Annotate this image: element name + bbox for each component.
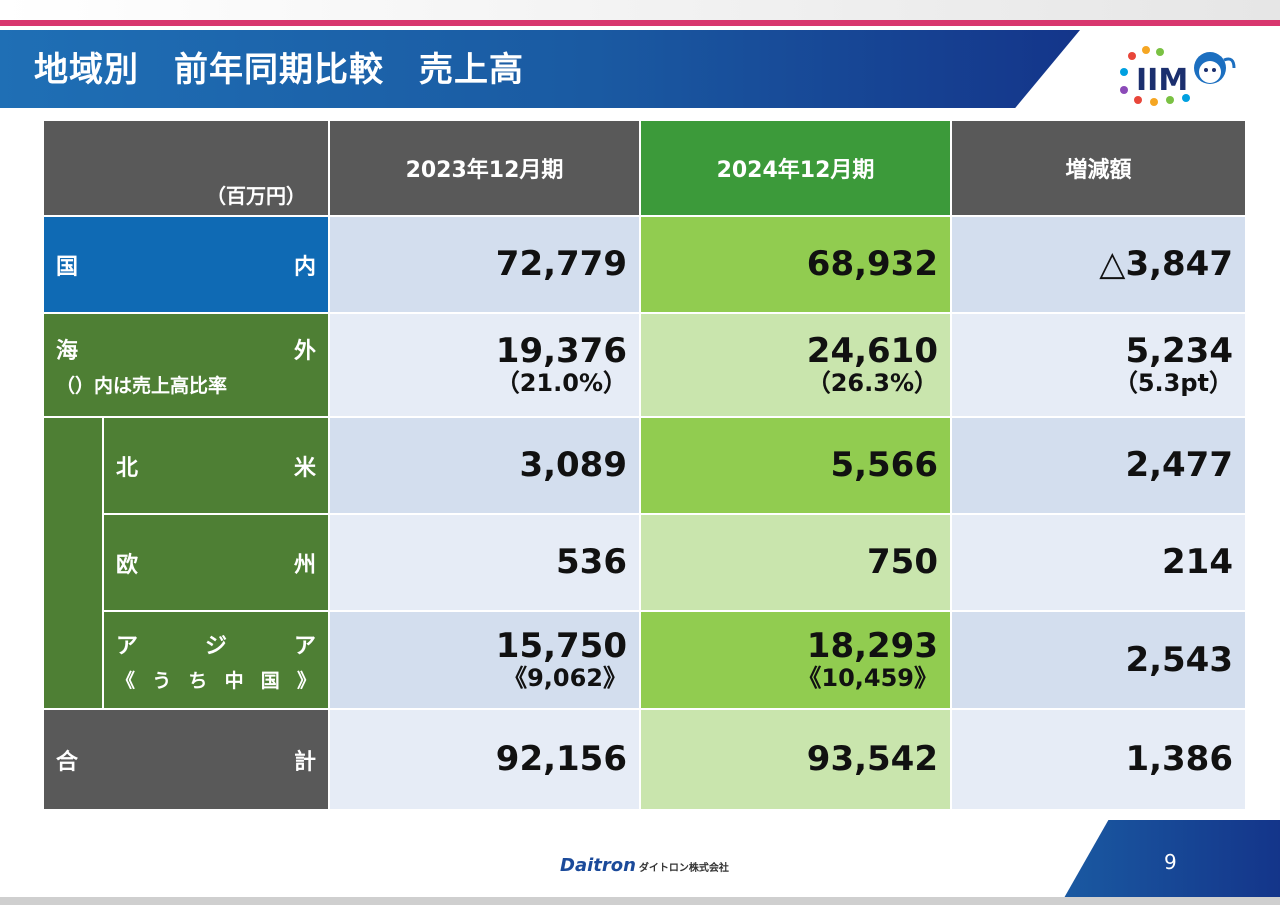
north-america-2023-value: 3,089	[328, 416, 641, 515]
row-label-overseas: 海外 （）内は売上高比率	[42, 312, 330, 418]
row-europe: 欧州 536 750 214	[43, 513, 1247, 612]
company-logo: Daitron ダイトロン株式会社	[560, 855, 729, 876]
overseas-ratio-note: （）内は売上高比率	[56, 374, 228, 397]
row-label-total: 合計	[42, 708, 330, 811]
overseas-2023-value: 19,376 （21.0%）	[328, 312, 641, 418]
total-2023-value: 92,156	[328, 708, 641, 811]
row-label-domestic: 国内	[42, 215, 330, 314]
europe-2023-value: 536	[328, 513, 641, 612]
asia-2024-value: 18,293 《10,459》	[639, 610, 952, 710]
row-label-asia: アジア 《うち中国》	[102, 610, 330, 710]
unit-label: （百万円）	[206, 184, 306, 208]
overseas-2024-value: 24,610 （26.3%）	[639, 312, 952, 418]
row-label-europe: 欧州	[102, 513, 330, 612]
bottom-gray-band	[0, 897, 1280, 905]
overseas-2024-ratio: （26.3%）	[806, 369, 938, 398]
row-north-america: 北米 3,089 5,566 2,477	[42, 416, 1247, 710]
total-2024-value: 93,542	[639, 708, 952, 811]
domestic-2023-value: 72,779	[328, 215, 641, 314]
table-header-row: （百万円） 2023年12月期 2024年12月期 増減額	[42, 119, 1247, 217]
asia-diff-value: 2,543	[950, 610, 1247, 710]
europe-diff-value: 214	[950, 513, 1247, 612]
row-label-north-america: 北米	[102, 416, 330, 515]
regional-sales-table: （百万円） 2023年12月期 2024年12月期 増減額 国内 72,779 …	[42, 119, 1247, 811]
total-diff-value: 1,386	[950, 708, 1247, 811]
asia-2023-value: 15,750 《9,062》	[328, 610, 641, 710]
top-gray-band	[0, 0, 1280, 20]
overseas-group-spacer	[42, 416, 104, 710]
asia-china-note: 《うち中国》	[116, 669, 316, 692]
unit-header-cell: （百万円）	[42, 119, 330, 217]
row-domestic: 国内 72,779 68,932 △3,847	[42, 215, 1247, 314]
row-overseas: 海外 （）内は売上高比率 19,376 （21.0%） 24,610 （26.3…	[42, 312, 1247, 418]
asia-2024-china: 《10,459》	[797, 664, 938, 693]
north-america-diff-value: 2,477	[950, 416, 1247, 515]
page-title: 地域別 前年同期比較 売上高	[34, 50, 524, 90]
svg-text:IIM: IIM	[1136, 63, 1188, 98]
header-bar	[0, 30, 1080, 108]
domestic-diff-value: △3,847	[950, 215, 1247, 314]
overseas-2023-ratio: （21.0%）	[495, 369, 627, 398]
asia-2023-china: 《9,062》	[503, 664, 627, 693]
europe-2024-value: 750	[639, 513, 952, 612]
row-total: 合計 92,156 93,542 1,386	[42, 708, 1247, 811]
company-name-jp: ダイトロン株式会社	[638, 863, 729, 874]
page-number: 9	[1164, 850, 1177, 874]
north-america-2024-value: 5,566	[639, 416, 952, 515]
column-header-2024: 2024年12月期	[639, 119, 952, 217]
overseas-diff-ratio: （5.3pt）	[1113, 369, 1233, 398]
row-asia: アジア 《うち中国》 15,750 《9,062》 18,293 《10,459…	[43, 610, 1247, 710]
domestic-2024-value: 68,932	[639, 215, 952, 314]
iim-logo-icon: IIM	[1120, 46, 1236, 106]
top-accent-line	[0, 20, 1280, 26]
column-header-2023: 2023年12月期	[328, 119, 641, 217]
column-header-diff: 増減額	[950, 119, 1247, 217]
overseas-diff-value: 5,234 （5.3pt）	[950, 312, 1247, 418]
